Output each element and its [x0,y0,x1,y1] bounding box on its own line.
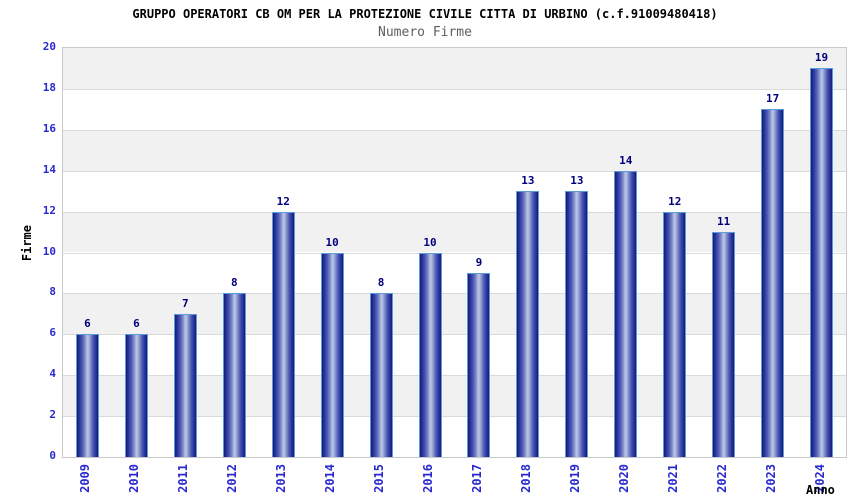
bar-value-label: 12 [276,194,290,208]
y-tick-label: 0 [49,449,56,462]
x-tick-label: 2018 [518,464,533,493]
y-tick-label: 8 [49,285,56,299]
x-tick-label: 2011 [176,464,191,493]
x-tick-label: 2020 [616,464,631,493]
y-tick-label: 6 [49,326,56,340]
bar-value-label: 17 [765,92,780,106]
bar-2015 [369,293,393,457]
y-tick-label: 4 [49,367,56,381]
bar-2017 [467,272,491,457]
bar-value-label: 10 [325,235,339,249]
gridline [63,88,846,90]
x-tick-label: 2022 [714,464,729,493]
y-tick-label: 18 [42,80,56,94]
x-tick-label: 2009 [78,464,93,493]
bar-value-label: 12 [668,194,682,208]
bar-2011 [173,313,197,457]
bar-2020 [614,170,638,457]
x-axis-title: Anno [806,483,835,497]
bar-2016 [418,252,442,457]
x-tick-label: 2016 [421,464,436,493]
bar-value-label: 8 [377,276,385,290]
bar-value-label: 7 [182,296,189,310]
plot-band [63,170,846,212]
y-tick-label: 14 [42,162,56,176]
x-tick-label: 2023 [763,464,778,493]
chart-title: GRUPPO OPERATORI CB OM PER LA PROTEZIONE… [132,7,718,21]
plot-band [63,48,846,89]
bar-2010 [124,334,148,457]
bar-value-label: 14 [619,153,633,167]
bar-value-label: 6 [133,317,140,331]
gridline [63,334,846,336]
y-tick-label: 2 [49,408,56,422]
bar-value-label: 10 [423,235,437,249]
gridline [63,170,846,172]
bar-2009 [75,334,99,457]
x-tick-label: 2015 [372,464,387,493]
bar-2013 [271,211,295,457]
x-tick-label: 2013 [274,464,289,493]
gridline [63,129,846,131]
bar-value-label: 13 [570,174,584,188]
bar-value-label: 19 [814,51,829,65]
plot-area: 6 6 7 8 12 10 8 10 9 13 13 14 12 11 17 19 [62,47,847,458]
bar-value-label: 11 [717,215,731,229]
bar-2021 [663,211,687,457]
bar-value-label: 9 [475,255,483,269]
bar-2024 [810,68,834,457]
y-tick-label: 20 [42,40,56,53]
x-tick-label: 2019 [567,464,582,493]
gridline [63,211,846,213]
chart-subtitle: Numero Firme [378,25,472,40]
bar-2014 [320,252,344,457]
x-tick-label: 2017 [469,464,484,493]
x-tick-label: 2021 [665,464,680,493]
bar-value-label: 8 [230,276,238,290]
y-tick-label: 12 [42,203,56,217]
gridline [63,375,846,377]
x-tick-label: 2012 [225,464,240,493]
gridline [63,293,846,295]
bar-2019 [565,191,589,457]
y-tick-label: 10 [42,244,56,258]
plot-band [63,88,846,130]
gridline [63,252,846,254]
bar-2018 [516,191,540,457]
y-tick-label: 16 [42,121,56,135]
bar-2023 [761,109,785,457]
gridline [63,416,846,418]
bar-value-label: 6 [84,317,91,331]
bar-value-label: 13 [521,174,535,188]
x-tick-label: 2014 [323,464,338,493]
bar-2012 [222,293,246,457]
bar-2022 [712,232,736,457]
plot-band [63,129,846,171]
x-tick-label: 2010 [127,464,142,493]
